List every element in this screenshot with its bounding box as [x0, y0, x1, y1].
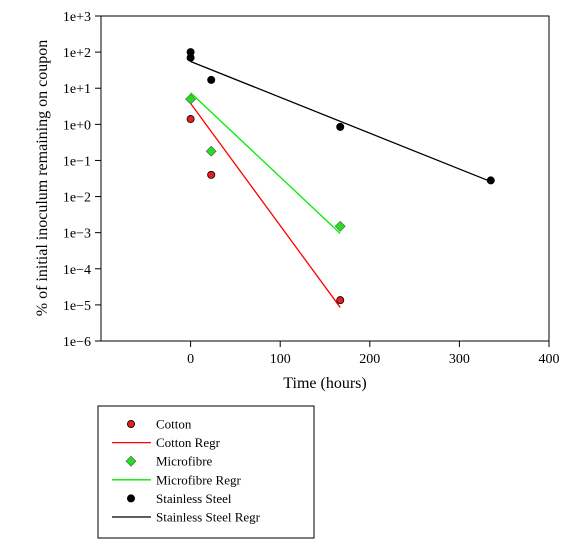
legend-label-stainless-steel: Stainless Steel [156, 491, 232, 506]
cotton-point [207, 170, 216, 179]
x-axis-ticks: 0 100 200 300 400 [187, 341, 560, 367]
microfibre-point [205, 145, 217, 157]
stainless-steel-regr-line [190, 60, 492, 183]
microfibre-point [185, 93, 197, 105]
legend: Cotton Cotton Regr Microfibre Microfibre Re… [112, 417, 261, 525]
y-tick-label: 1e+3 [63, 10, 91, 25]
legend-label-cotton-regr: Cotton Regr [156, 435, 221, 450]
stainless-steel-point [486, 176, 495, 185]
legend-label-microfibre-regr: Microfibre Regr [156, 472, 242, 487]
legend-label-stainless-steel-regr: Stainless Steel Regr [156, 510, 261, 525]
plot-frame [100, 15, 550, 342]
legend-swatch-cotton [127, 419, 136, 428]
x-tick-label: 300 [449, 352, 470, 367]
y-tick-label: 1e−2 [63, 191, 91, 206]
legend-label-cotton: Cotton [156, 417, 192, 432]
y-axis-label: % of initial inoculum remaining on coupo… [34, 40, 51, 316]
legend-swatch-microfibre [125, 455, 137, 467]
cotton-point [336, 296, 345, 305]
x-tick-label: 200 [359, 352, 380, 367]
y-tick-label: 1e+2 [63, 46, 91, 61]
microfibre-point [334, 220, 346, 232]
cotton-point [186, 115, 195, 124]
microfibre-regr-line [190, 92, 341, 234]
y-tick-label: 1e+1 [63, 82, 91, 97]
x-tick-label: 400 [539, 352, 560, 367]
stainless-steel-point [336, 122, 345, 131]
x-axis-label: Time (hours) [283, 375, 366, 392]
y-tick-label: 1e−6 [63, 335, 91, 350]
x-tick-label: 0 [187, 352, 194, 367]
plot-points [185, 48, 495, 305]
x-tick-label: 100 [270, 352, 291, 367]
legend-label-microfibre: Microfibre [156, 454, 213, 469]
plot-lines [190, 60, 492, 308]
y-tick-label: 1e−3 [63, 227, 91, 242]
y-tick-label: 1e−4 [63, 263, 91, 278]
y-tick-label: 1e−5 [63, 299, 91, 314]
stainless-steel-point [186, 53, 195, 62]
legend-swatch-stainless-steel [127, 494, 136, 503]
y-axis-ticks: 1e+3 1e+2 1e+1 1e+0 1e−1 1e−2 1e−3 1e−4 1e−5 1e−6 [63, 10, 101, 350]
y-tick-label: 1e+0 [63, 118, 91, 133]
stainless-steel-point [207, 75, 216, 84]
y-tick-label: 1e−1 [63, 154, 91, 169]
cotton-regr-line [190, 103, 341, 308]
legend-box [97, 405, 315, 539]
